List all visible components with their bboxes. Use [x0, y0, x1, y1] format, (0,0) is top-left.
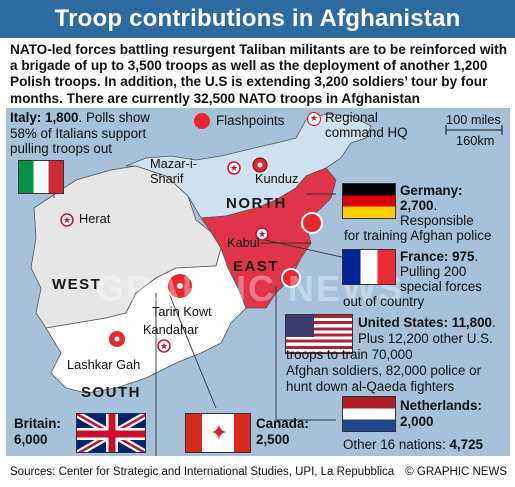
- britain-count: 6,000: [14, 432, 48, 447]
- germany-text-line2: Responsible: [400, 213, 474, 228]
- city-herat: Herat: [79, 211, 111, 226]
- hq-kandahar-marker: [157, 339, 171, 353]
- page-title: Troop contributions in Afghanistan: [0, 0, 515, 38]
- flashpoint-kunduz-center: [257, 162, 263, 168]
- flashpoint-legend-icon: [194, 113, 210, 129]
- region-west-label: WEST: [52, 276, 102, 293]
- italy-count: 1,800: [45, 110, 79, 125]
- hq-kabul-marker: [255, 227, 269, 241]
- city-mazar-line2: Sharif: [150, 171, 184, 186]
- canada-count: 2,500: [256, 432, 290, 447]
- france-leader-line: [255, 237, 347, 259]
- hq-mazar-star-icon: ★: [230, 164, 238, 174]
- region-north-label: NORTH: [226, 195, 287, 212]
- france-count: 975: [452, 249, 475, 264]
- regional-hq-legend-line1: Regional: [325, 110, 378, 125]
- region-east-label: EAST: [233, 258, 280, 275]
- netherlands-count: 2,000: [400, 414, 434, 429]
- footer-sources: Sources: Center for Strategic and Intern…: [10, 466, 395, 478]
- italy-contribution: Italy: 1,800. Polls show 58% of Italians…: [10, 110, 195, 157]
- us-flag-canton: [286, 315, 314, 337]
- city-lashkar-gah: Lashkar Gah: [67, 357, 141, 372]
- flashpoint-east-marker: [301, 212, 323, 234]
- city-kunduz: Kunduz: [255, 171, 299, 186]
- regional-hq-legend-line2: command HQ: [325, 125, 408, 140]
- regional-hq-legend-icon: ★: [307, 112, 321, 126]
- city-mazar-line1: Mazar-i-: [150, 156, 197, 171]
- intro-text: NATO-led forces battling resurgent Talib…: [10, 42, 508, 106]
- afghanistan-map: ★ ★ ★ ★: [30, 113, 503, 456]
- flashpoint-southeast-marker: [281, 268, 301, 288]
- city-kandahar: Kandahar: [143, 322, 199, 337]
- footer: Sources: Center for Strategic and Intern…: [0, 458, 515, 487]
- hq-herat-star-icon: ★: [63, 216, 71, 226]
- hq-kandahar-star-icon: ★: [160, 342, 168, 352]
- france-name: France:: [400, 249, 449, 264]
- us-count: 11,800: [451, 315, 492, 330]
- union-jack-icon: [77, 414, 145, 452]
- france-text-line3: special forces: [400, 279, 482, 294]
- map-panel: ★ ★ ★ ★ GRAPHIC NEWS: [6, 108, 510, 456]
- flashpoint-tarin-kowt-center: [177, 283, 183, 289]
- hq-kabul-star-icon: ★: [258, 230, 266, 240]
- us-text-line4: Afghan soldiers, 82,000 police or: [286, 363, 482, 378]
- britain-name: Britain:: [14, 416, 61, 431]
- hq-mazar-marker: [227, 161, 241, 175]
- france-text-line2: Pulling 200: [400, 264, 467, 279]
- us-flag: [285, 314, 353, 354]
- flashpoint-legend-label: Flashpoints: [216, 113, 285, 128]
- canada-flag: ✦: [185, 413, 251, 453]
- hq-herat-marker: [60, 213, 74, 227]
- germany-text-line3: for training Afghan police: [344, 228, 492, 243]
- us-contribution-header: United States: 11,800.: [358, 315, 496, 330]
- us-text-line2: Plus 12,200 other U.S.: [358, 331, 493, 346]
- scale-miles-label: 100 miles: [446, 112, 501, 127]
- italy-text-line1: . Polls show: [78, 110, 150, 125]
- france-flag: [342, 249, 396, 285]
- italy-text-line2: 58% of Italians support: [10, 125, 147, 141]
- other-nations-label: Other 16 nations:: [343, 437, 446, 452]
- germany-flag: [342, 183, 396, 219]
- us-text-line3: troops to train 70,000: [286, 347, 413, 362]
- france-text-line4: out of country: [343, 294, 425, 309]
- flashpoint-lashkar-gah-center: [114, 336, 120, 342]
- maple-leaf-icon: ✦: [209, 421, 229, 446]
- italy-flag: [18, 160, 64, 194]
- us-text-line5: hunt down al-Qaeda fighters: [286, 379, 455, 394]
- canada-name: Canada:: [256, 416, 309, 431]
- footer-credit: © GRAPHIC NEWS: [405, 466, 507, 478]
- other-nations: Other 16 nations: 4,725: [343, 437, 483, 453]
- canada-leader-line: [165, 285, 217, 409]
- other-nations-count: 4,725: [449, 437, 483, 452]
- germany-count: 2,700.: [400, 198, 438, 213]
- netherlands-flag: [342, 396, 396, 432]
- germany-name: Germany:: [400, 183, 463, 198]
- city-tarin-kowt: Tarin Kowt: [152, 304, 212, 319]
- south-region: [45, 246, 247, 394]
- italy-text-line3: pulling troops out: [10, 141, 112, 157]
- region-south-label: SOUTH: [81, 384, 141, 401]
- britain-flag: [76, 413, 146, 453]
- us-name: United States:: [358, 315, 449, 330]
- scale-km-label: 160km: [456, 133, 495, 148]
- france-contribution-header: France: 975.: [400, 249, 479, 264]
- netherlands-name: Netherlands:: [400, 398, 482, 413]
- italy-name: Italy:: [10, 110, 42, 125]
- city-kabul: Kabul: [227, 235, 260, 250]
